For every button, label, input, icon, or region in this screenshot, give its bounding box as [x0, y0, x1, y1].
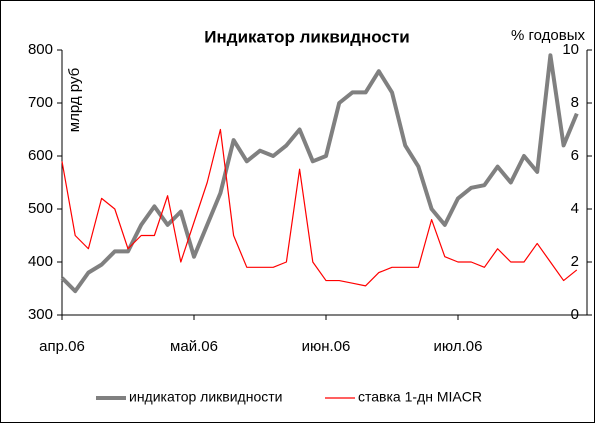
y-tick-label: 500	[28, 200, 53, 217]
legend-label: ставка 1-дн MIACR	[358, 389, 482, 405]
y2-tick-label: 4	[571, 200, 579, 217]
series-line	[61, 128, 578, 287]
x-tick-label: апр.06	[39, 338, 85, 355]
chart-title: Индикатор ликвидности	[204, 27, 409, 46]
y2-tick-label: 6	[571, 147, 579, 164]
y-axis-label: млрд руб	[66, 68, 83, 132]
x-tick-label: июл.06	[434, 338, 483, 355]
y-tick-label: 300	[28, 306, 53, 323]
y2-axis-label: % годовых	[511, 27, 586, 44]
legend-label: индикатор ликвидности	[129, 389, 282, 405]
y2-tick-label: 8	[571, 94, 579, 111]
x-tick-label: июн.06	[302, 338, 351, 355]
y-tick-label: 800	[28, 41, 53, 58]
x-tick-label: май.06	[170, 338, 218, 355]
series-line	[60, 53, 579, 294]
y2-tick-label: 2	[571, 253, 579, 270]
y-tick-label: 700	[28, 94, 53, 111]
y-tick-label: 400	[28, 253, 53, 270]
y2-tick-label: 10	[562, 41, 579, 58]
y-tick-label: 600	[28, 147, 53, 164]
y2-tick-label: 0	[571, 306, 579, 323]
